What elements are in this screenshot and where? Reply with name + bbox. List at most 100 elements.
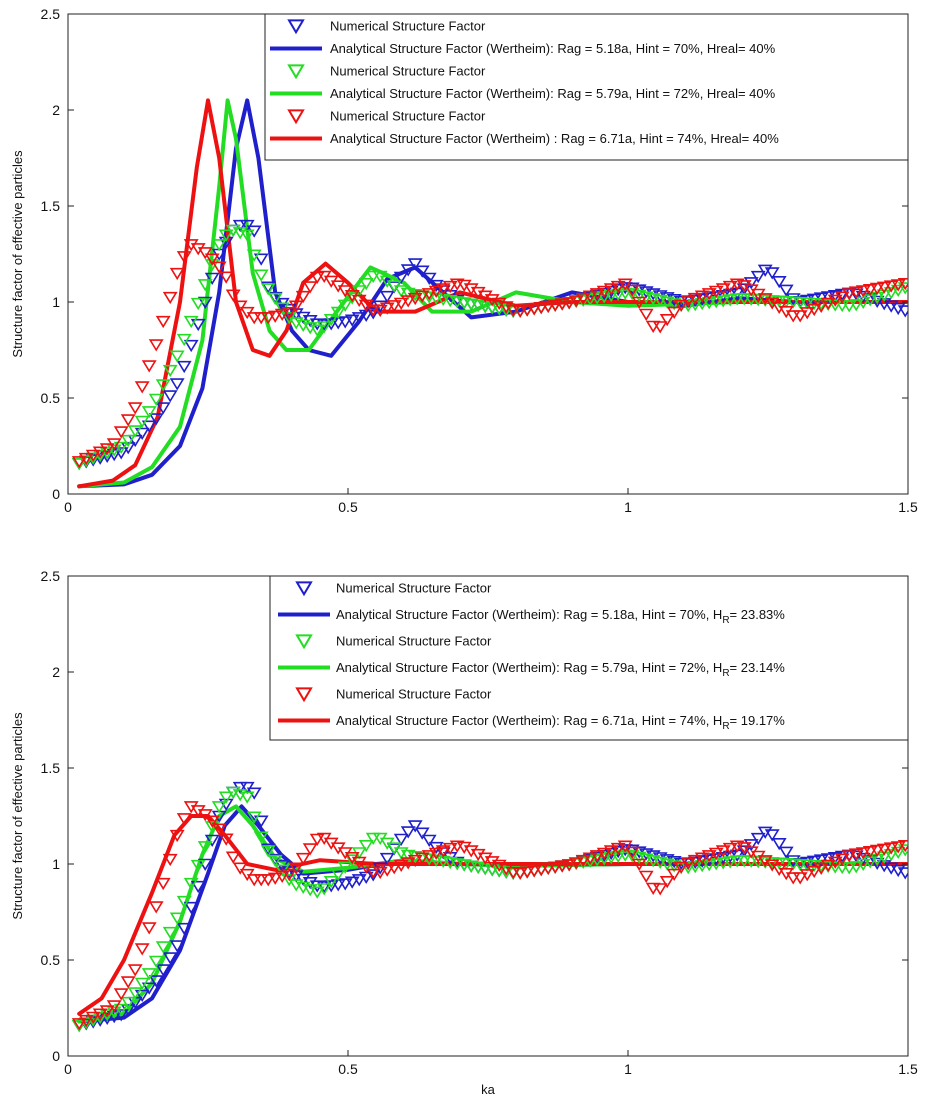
data-marker bbox=[393, 271, 409, 284]
data-marker bbox=[589, 288, 605, 301]
data-marker bbox=[365, 307, 381, 320]
data-marker bbox=[596, 853, 612, 866]
legend-label-text: Numerical Structure Factor bbox=[330, 109, 486, 124]
data-marker bbox=[218, 833, 234, 846]
data-marker bbox=[498, 863, 514, 876]
y-tick-label: 1.5 bbox=[41, 760, 61, 776]
data-marker bbox=[386, 300, 402, 313]
data-marker bbox=[99, 443, 115, 456]
data-marker bbox=[120, 434, 136, 448]
legend-label-value: = 23.83% bbox=[730, 607, 786, 622]
legend-entry-label: Numerical Structure Factor bbox=[336, 634, 492, 649]
data-marker bbox=[869, 844, 885, 858]
data-marker bbox=[113, 988, 129, 1001]
data-marker bbox=[463, 845, 479, 858]
legend-label-text: Analytical Structure Factor (Wertheim): … bbox=[330, 41, 776, 56]
data-marker bbox=[722, 280, 738, 294]
data-marker bbox=[246, 249, 262, 262]
data-marker bbox=[421, 272, 437, 285]
data-marker bbox=[617, 278, 633, 291]
data-marker bbox=[827, 294, 843, 307]
data-marker bbox=[176, 333, 192, 347]
data-marker bbox=[792, 310, 808, 323]
data-marker bbox=[372, 866, 388, 880]
legend-label-symbol: H bbox=[713, 713, 722, 728]
data-marker bbox=[92, 449, 108, 463]
data-marker bbox=[309, 833, 325, 846]
data-marker bbox=[169, 829, 185, 843]
data-marker bbox=[134, 427, 150, 440]
data-marker bbox=[638, 308, 654, 321]
data-marker bbox=[820, 859, 836, 872]
data-marker bbox=[414, 290, 430, 303]
data-marker bbox=[246, 811, 262, 824]
data-marker bbox=[386, 862, 402, 875]
data-marker bbox=[183, 315, 199, 329]
legend-label-text: Numerical Structure Factor bbox=[336, 634, 492, 649]
data-marker bbox=[351, 874, 367, 887]
data-marker bbox=[715, 857, 731, 870]
data-marker bbox=[99, 1005, 115, 1018]
x-tick-label: 0 bbox=[64, 1061, 72, 1077]
data-marker bbox=[582, 290, 598, 303]
data-marker bbox=[330, 306, 346, 320]
data-marker bbox=[582, 293, 598, 306]
legend: Numerical Structure Factor Analytical Str… bbox=[264, 13, 909, 161]
data-marker bbox=[694, 852, 710, 865]
data-marker bbox=[71, 458, 87, 471]
data-marker bbox=[750, 270, 766, 284]
data-marker bbox=[680, 862, 696, 875]
data-marker bbox=[883, 287, 899, 300]
data-marker bbox=[148, 393, 164, 406]
data-marker bbox=[491, 297, 507, 310]
data-marker bbox=[540, 300, 556, 314]
data-marker bbox=[225, 289, 241, 302]
legend-box bbox=[269, 575, 909, 741]
data-marker bbox=[309, 886, 325, 899]
data-marker bbox=[862, 846, 878, 859]
data-marker bbox=[148, 413, 164, 426]
data-marker bbox=[134, 989, 150, 1002]
data-marker bbox=[162, 853, 178, 867]
data-marker bbox=[148, 975, 164, 988]
data-marker bbox=[631, 296, 647, 309]
data-marker bbox=[806, 303, 822, 317]
data-marker bbox=[792, 872, 808, 885]
data-marker bbox=[477, 290, 493, 303]
data-marker bbox=[897, 867, 908, 880]
series-group bbox=[71, 98, 908, 489]
y-tick-label: 1 bbox=[52, 856, 60, 872]
data-marker bbox=[526, 303, 542, 316]
data-marker bbox=[260, 312, 276, 325]
x-tick-label: 0 bbox=[64, 499, 72, 515]
data-marker bbox=[498, 301, 514, 314]
data-marker bbox=[211, 823, 227, 836]
data-marker bbox=[302, 281, 318, 294]
data-marker bbox=[155, 877, 171, 891]
data-marker bbox=[582, 852, 598, 865]
data-marker bbox=[197, 809, 213, 822]
data-marker bbox=[246, 312, 262, 325]
data-marker bbox=[92, 1008, 108, 1021]
series-markers-5 bbox=[71, 239, 908, 469]
data-marker bbox=[414, 827, 430, 840]
legend-label-subscript: R bbox=[722, 721, 729, 732]
data-marker bbox=[799, 869, 815, 882]
x-tick-label: 1.5 bbox=[898, 499, 918, 515]
data-marker bbox=[729, 855, 745, 868]
data-marker bbox=[155, 315, 171, 329]
data-marker bbox=[232, 862, 248, 875]
data-marker bbox=[806, 865, 822, 879]
legend-label-text: Analytical Structure Factor (Wertheim): … bbox=[330, 86, 776, 101]
data-marker bbox=[232, 300, 248, 313]
data-marker bbox=[456, 841, 472, 854]
data-marker bbox=[92, 1014, 108, 1027]
data-marker bbox=[638, 870, 654, 883]
data-marker bbox=[799, 307, 815, 320]
data-marker bbox=[561, 297, 577, 310]
series-line-4 bbox=[77, 98, 908, 489]
data-marker bbox=[533, 864, 549, 877]
data-marker bbox=[652, 321, 668, 334]
data-marker bbox=[113, 447, 129, 460]
data-marker bbox=[554, 298, 570, 311]
